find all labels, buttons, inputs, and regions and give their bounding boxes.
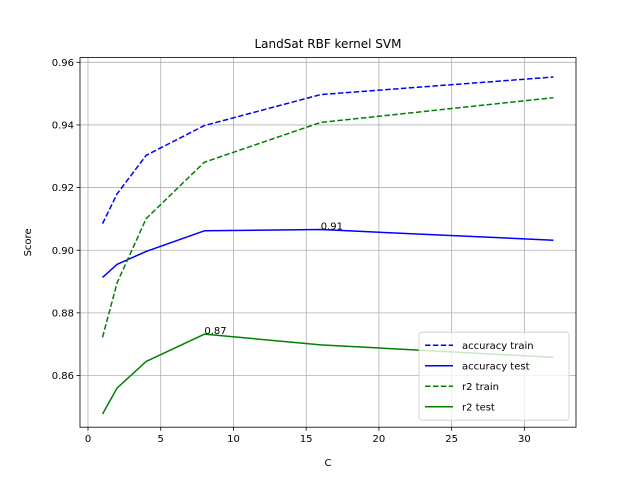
series-line-accuracy-test — [102, 228, 554, 279]
y-tick-label: 0.96 — [52, 58, 74, 69]
annotations: 0.91 0.87 — [204, 222, 343, 338]
y-tick-label: 0.92 — [52, 183, 74, 194]
series-line-r2-train — [101, 96, 554, 338]
annotation-label: 0.87 — [204, 326, 226, 337]
series-line-r2-test — [101, 333, 554, 415]
chart-title: LandSat RBF kernel SVM — [255, 37, 402, 51]
x-tick-label: 10 — [227, 434, 240, 445]
x-tick-label: 15 — [300, 434, 313, 445]
legend-label: accuracy test — [462, 361, 530, 372]
x-tick-label: 20 — [373, 434, 386, 445]
y-tick-label: 0.90 — [52, 246, 74, 257]
legend-label: accuracy train — [462, 341, 534, 352]
series-line-accuracy-train — [101, 76, 554, 224]
legend-frame — [418, 331, 570, 421]
x-tick-label: 5 — [158, 434, 164, 445]
grid — [80, 57, 576, 428]
x-tick-label: 25 — [445, 434, 458, 445]
plot-frame — [79, 57, 577, 428]
legend: accuracy train accuracy test r2 train r2 te… — [418, 331, 570, 421]
y-tick-label: 0.94 — [52, 121, 74, 132]
legend-label: r2 test — [462, 402, 495, 413]
x-axis-label: C — [325, 458, 332, 469]
plot-series — [101, 76, 554, 415]
x-tick-label: 0 — [85, 434, 91, 445]
y-tick-label: 0.86 — [52, 371, 74, 382]
y-tick-label: 0.88 — [52, 308, 74, 319]
axis-ticks: 0 5 10 15 20 25 30 0.86 0.88 0.90 0.92 0.94 0.96 — [52, 58, 531, 445]
annotation-label: 0.91 — [321, 222, 343, 233]
y-axis-label: Score — [23, 228, 34, 256]
legend-label: r2 train — [462, 382, 499, 393]
x-tick-label: 30 — [518, 434, 531, 445]
